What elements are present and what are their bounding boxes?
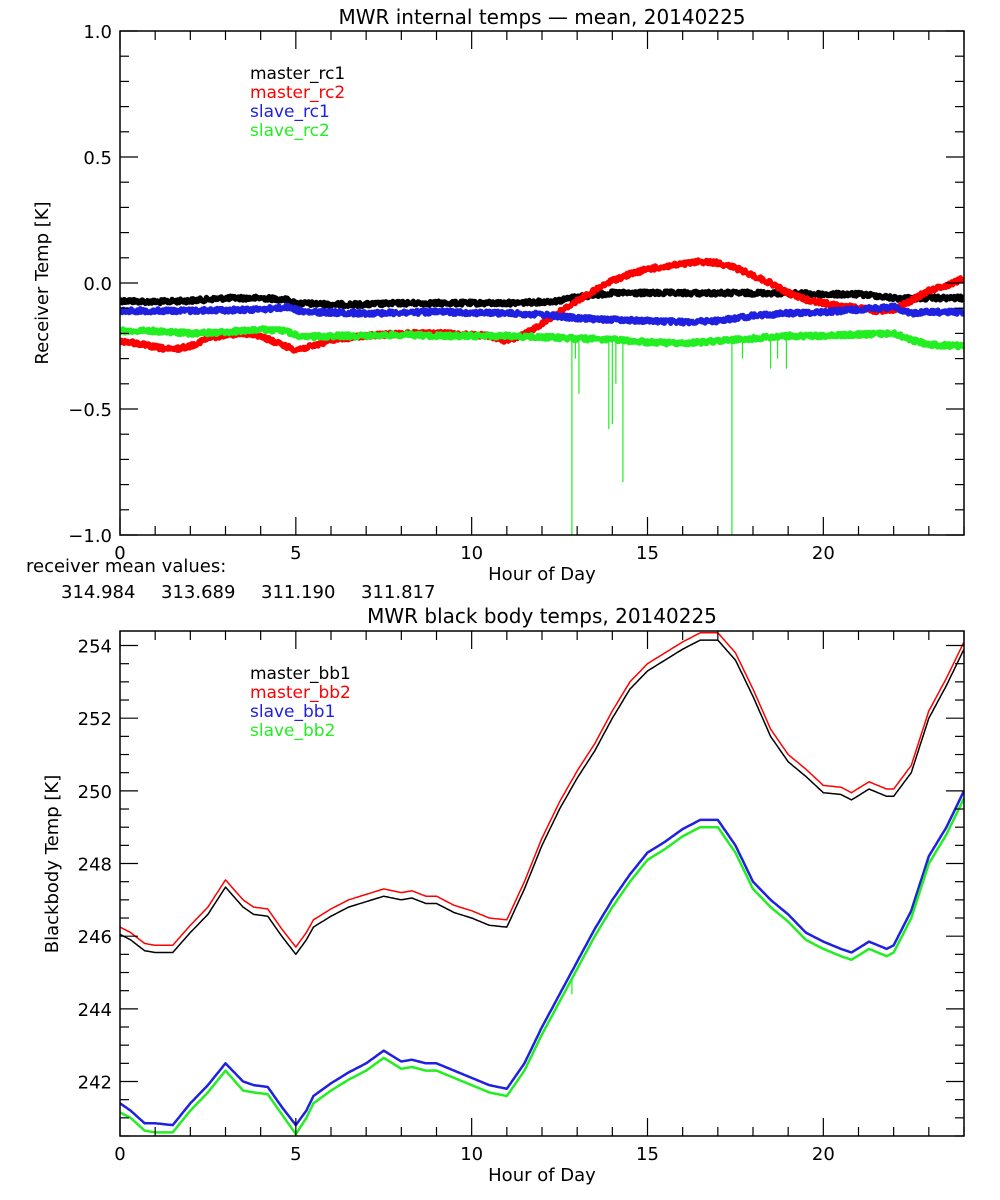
x-tick-label: 15 <box>636 1144 659 1165</box>
y-tick-label: 0.5 <box>83 148 112 169</box>
mean-value: 313.689 <box>161 582 235 603</box>
x-tick-label: 5 <box>290 1144 301 1165</box>
legend-entry: slave_rc2 <box>250 121 330 141</box>
x-tick-label: 0 <box>114 1144 125 1165</box>
axis-ticks <box>119 631 965 1137</box>
series-group <box>120 632 964 1136</box>
legend-entry: master_rc1 <box>250 64 345 84</box>
mean-values-label: receiver mean values: <box>26 556 226 577</box>
y-tick-label: 0.0 <box>83 274 112 295</box>
y-tick-label: 248 <box>78 855 112 876</box>
y-tick-label: 242 <box>78 1073 112 1094</box>
axis-tick-labels: 0 5 10 15 20 242 244 246 248 250 252 254 <box>78 637 835 1165</box>
y-tick-label: 246 <box>78 927 112 948</box>
legend: master_rc1 master_rc2 slave_rc1 slave_rc… <box>250 64 345 141</box>
x-tick-label: 15 <box>636 543 659 564</box>
mean-values-footer: receiver mean values: 314.984 313.689 31… <box>26 556 435 603</box>
y-tick-label: 254 <box>78 637 112 658</box>
axis-tick-labels: 0 5 10 15 20 −1.0 −0.5 0.0 0.5 1.0 <box>68 22 835 564</box>
legend: master_bb1 master_bb2 slave_bb1 slave_bb… <box>250 664 351 741</box>
blackbody-temp-chart: MWR black body temps, 20140225 0 5 10 15 20 2… <box>42 604 965 1186</box>
series-line-slave_rc2 <box>120 325 964 351</box>
series-line-master_bb1 <box>120 639 964 956</box>
legend-entry: slave_rc1 <box>250 102 330 122</box>
legend-entry: master_rc2 <box>250 83 345 103</box>
y-tick-label: 250 <box>78 782 112 803</box>
x-axis-label: Hour of Day <box>488 1165 596 1186</box>
axis-ticks <box>119 30 965 536</box>
x-tick-label: 0 <box>114 543 125 564</box>
series-line-master_rc1 <box>120 288 964 310</box>
legend-entry: slave_bb1 <box>250 702 335 722</box>
x-tick-label: 20 <box>812 543 835 564</box>
mean-value: 314.984 <box>61 582 135 603</box>
series-group <box>120 257 964 535</box>
y-axis-label: Blackbody Temp [K] <box>42 775 63 953</box>
chart-title: MWR black body temps, 20140225 <box>367 604 717 628</box>
chart-title: MWR internal temps — mean, 20140225 <box>338 5 745 29</box>
x-tick-label: 20 <box>812 1144 835 1165</box>
y-tick-label: 1.0 <box>83 22 112 43</box>
plot-frame <box>119 30 965 536</box>
mean-value: 311.190 <box>261 582 335 603</box>
legend-entry: slave_bb2 <box>250 721 335 741</box>
mean-value: 311.817 <box>361 582 435 603</box>
series-line-slave_rc1 <box>120 302 964 327</box>
legend-entry: master_bb2 <box>250 683 351 703</box>
series-line-master_rc2 <box>120 257 964 354</box>
series-line-slave_bb1 <box>120 790 964 1127</box>
receiver-temp-chart: MWR internal temps — mean, 20140225 0 5 10… <box>26 5 965 603</box>
legend-entry: master_bb1 <box>250 664 351 684</box>
x-tick-label: 10 <box>460 543 483 564</box>
x-axis-label: Hour of Day <box>488 564 596 585</box>
y-tick-label: 252 <box>78 709 112 730</box>
series-line-slave_bb2 <box>120 797 964 1136</box>
x-tick-label: 5 <box>290 543 301 564</box>
x-tick-label: 10 <box>460 1144 483 1165</box>
series-line-master_bb2 <box>120 632 964 948</box>
y-tick-label: −1.0 <box>68 526 112 547</box>
plot-frame <box>119 630 965 1137</box>
y-tick-label: 244 <box>78 1000 112 1021</box>
y-axis-label: Receiver Temp [K] <box>32 201 53 364</box>
y-tick-label: −0.5 <box>68 400 112 421</box>
